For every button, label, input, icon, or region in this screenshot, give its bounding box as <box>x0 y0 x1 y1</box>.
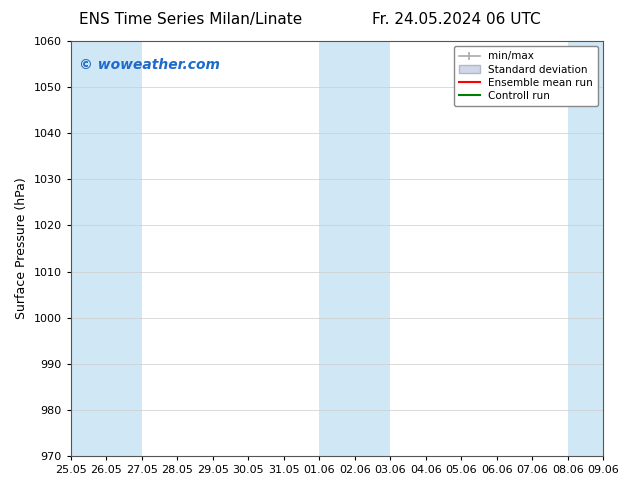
Bar <box>319 41 390 456</box>
Text: ENS Time Series Milan/Linate: ENS Time Series Milan/Linate <box>79 12 302 27</box>
Text: © woweather.com: © woweather.com <box>79 58 220 72</box>
Text: Fr. 24.05.2024 06 UTC: Fr. 24.05.2024 06 UTC <box>372 12 541 27</box>
Bar <box>71 41 141 456</box>
Legend: min/max, Standard deviation, Ensemble mean run, Controll run: min/max, Standard deviation, Ensemble me… <box>453 46 598 106</box>
Bar <box>567 41 603 456</box>
Y-axis label: Surface Pressure (hPa): Surface Pressure (hPa) <box>15 178 28 319</box>
